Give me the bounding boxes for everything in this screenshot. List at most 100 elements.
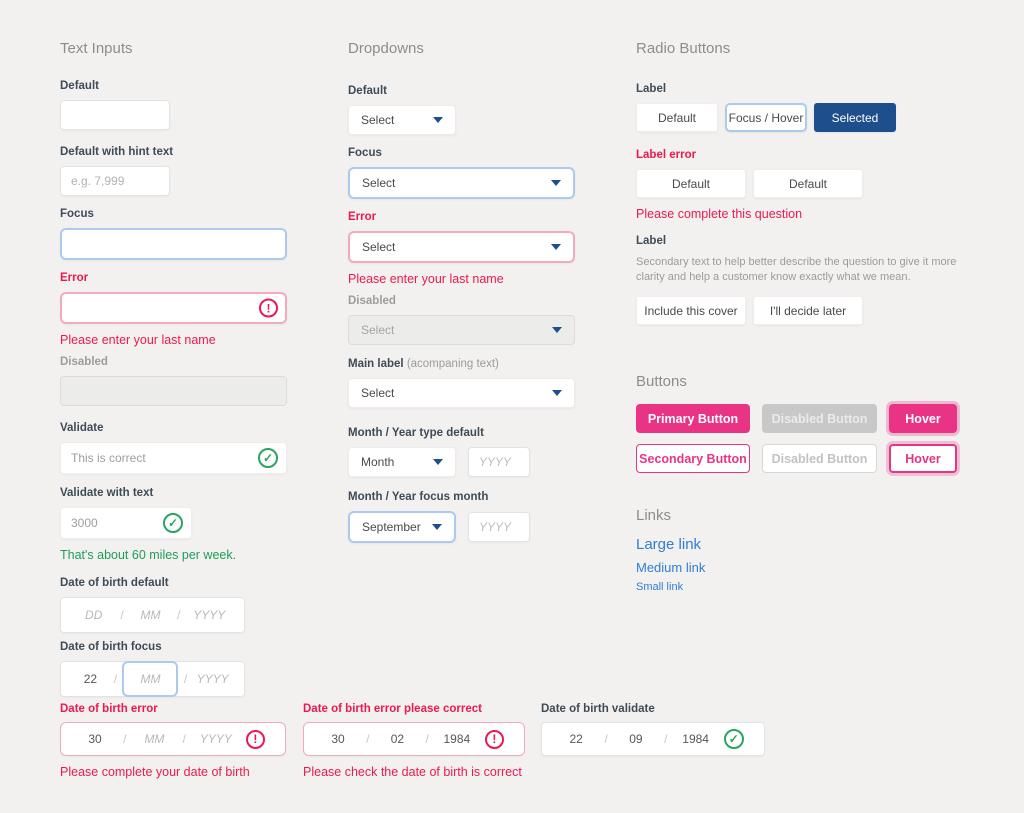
radio-option[interactable]: Default bbox=[753, 169, 863, 198]
dob-day-input[interactable]: DD bbox=[85, 608, 103, 622]
radio-group-default: Label Default Focus / Hover Selected bbox=[636, 83, 976, 132]
field-group-hint: Default with hint text bbox=[60, 146, 300, 196]
radio-option-default[interactable]: Default bbox=[636, 103, 718, 132]
text-input-focus[interactable] bbox=[60, 228, 287, 260]
text-input-hint[interactable] bbox=[60, 166, 170, 196]
field-label: Date of birth validate bbox=[541, 703, 655, 715]
radio-option-decide-later[interactable]: I'll decide later bbox=[753, 296, 863, 325]
radio-option-selected[interactable]: Selected bbox=[814, 103, 896, 132]
dob-year-input[interactable]: 1984 bbox=[682, 732, 709, 746]
radio-option-include-cover[interactable]: Include this cover bbox=[636, 296, 746, 325]
dob-day-input[interactable]: 30 bbox=[331, 732, 345, 746]
text-input-validate[interactable] bbox=[60, 442, 287, 474]
dob-separator: / bbox=[366, 732, 370, 746]
secondary-button[interactable]: Secondary Button bbox=[636, 444, 750, 473]
dob-day-input[interactable]: 30 bbox=[88, 732, 102, 746]
field-label: Focus bbox=[60, 208, 94, 220]
error-message: Please complete your date of birth bbox=[60, 765, 250, 779]
large-link[interactable]: Large link bbox=[636, 536, 702, 553]
dob-error-group: Date of birth error 30 / MM / YYYY Pleas… bbox=[60, 703, 286, 779]
dob-input-focus: 22 / MM / YYYY bbox=[60, 661, 245, 697]
text-input-default[interactable] bbox=[60, 100, 170, 130]
dob-separator: / bbox=[123, 732, 127, 746]
error-message: Please complete this question bbox=[636, 207, 803, 221]
field-label-error: Date of birth error please correct bbox=[303, 703, 482, 715]
main-label-text: Main label bbox=[348, 358, 404, 370]
month-year-focus-group: Month / Year focus month September bbox=[348, 491, 588, 543]
dob-separator: / bbox=[120, 608, 124, 622]
month-dropdown[interactable]: Month bbox=[348, 447, 456, 477]
field-label: Default bbox=[60, 80, 99, 92]
dob-month-input[interactable]: 02 bbox=[390, 732, 405, 746]
field-group-validate-text: Validate with text That's about 60 miles… bbox=[60, 487, 300, 562]
dob-input-error: 30 / MM / YYYY bbox=[60, 722, 286, 756]
radio-group-secondary: Label Secondary text to help better desc… bbox=[636, 235, 976, 325]
field-group-dob-default: Date of birth default DD / MM / YYYY bbox=[60, 577, 300, 633]
section-title-dropdowns: Dropdowns bbox=[348, 40, 424, 57]
dob-separator: / bbox=[183, 672, 188, 686]
error-icon bbox=[259, 298, 278, 318]
dropdown-group-default: Default Select bbox=[348, 85, 588, 135]
field-label: Date of birth focus bbox=[60, 641, 162, 653]
dob-year-input[interactable]: YYYY bbox=[193, 608, 226, 622]
dob-year-input[interactable]: 1984 bbox=[443, 732, 471, 746]
dropdown-main[interactable]: Select bbox=[348, 378, 575, 408]
dob-validate-group: Date of birth validate 22 / 09 / 1984 bbox=[541, 703, 765, 756]
text-input-disabled bbox=[60, 376, 287, 406]
month-dropdown-focused[interactable]: September bbox=[348, 511, 456, 543]
dropdown-disabled: Select bbox=[348, 315, 575, 345]
primary-hover-button[interactable]: Hover bbox=[889, 404, 957, 433]
field-label: Validate with text bbox=[60, 487, 154, 499]
dropdown-focus[interactable]: Select bbox=[348, 167, 575, 199]
text-input-error[interactable] bbox=[60, 292, 287, 324]
field-label: Date of birth default bbox=[60, 577, 169, 589]
dropdown-group-main-label: Main label (acompaning text) Select bbox=[348, 358, 588, 408]
error-message: Please enter your last name bbox=[60, 333, 216, 347]
primary-button[interactable]: Primary Button bbox=[636, 404, 750, 433]
dob-separator: / bbox=[177, 608, 181, 622]
dob-error-correct-group: Date of birth error please correct 30 / … bbox=[303, 703, 525, 779]
year-input[interactable] bbox=[468, 512, 530, 542]
dob-day-input[interactable]: 22 bbox=[569, 732, 583, 746]
field-label-error: Error bbox=[60, 272, 89, 284]
year-input[interactable] bbox=[468, 447, 530, 477]
dropdown-default[interactable]: Select bbox=[348, 105, 456, 135]
dropdown-value: Select bbox=[361, 113, 395, 127]
dob-day-input[interactable]: 22 bbox=[83, 672, 98, 686]
dob-year-input[interactable]: YYYY bbox=[199, 732, 232, 746]
radio-option[interactable]: Default bbox=[636, 169, 746, 198]
dob-input-default: DD / MM / YYYY bbox=[60, 597, 245, 633]
dob-year-input[interactable]: YYYY bbox=[196, 672, 229, 686]
radio-buttons-section: Radio Buttons Label Default Focus / Hove… bbox=[636, 40, 976, 594]
dob-month-input[interactable]: MM bbox=[144, 732, 165, 746]
medium-link[interactable]: Medium link bbox=[636, 560, 706, 575]
dob-month-input[interactable]: MM bbox=[140, 608, 161, 622]
validate-message: That's about 60 miles per week. bbox=[60, 548, 237, 562]
field-label: Default bbox=[348, 85, 387, 97]
secondary-helper-text: Secondary text to help better describe t… bbox=[636, 256, 957, 283]
chevron-down-icon bbox=[433, 459, 443, 465]
section-title-buttons: Buttons bbox=[636, 373, 687, 390]
check-icon bbox=[163, 513, 183, 533]
field-group-disabled: Disabled bbox=[60, 356, 300, 406]
dropdown-value: Select bbox=[362, 240, 396, 254]
dob-month-input-focused[interactable]: MM bbox=[122, 661, 179, 697]
section-title-links: Links bbox=[636, 507, 672, 524]
radio-option-focus-hover[interactable]: Focus / Hover bbox=[725, 103, 807, 132]
error-message: Please enter your last name bbox=[348, 272, 504, 286]
section-title-text-inputs: Text Inputs bbox=[60, 40, 133, 57]
main-label-note: (acompaning text) bbox=[406, 358, 499, 370]
dropdown-value: Select bbox=[361, 323, 395, 337]
field-label: Focus bbox=[348, 147, 382, 159]
field-group-default: Default bbox=[60, 80, 300, 130]
error-icon bbox=[484, 729, 504, 749]
field-label-error: Label error bbox=[636, 149, 697, 161]
check-icon bbox=[723, 729, 744, 749]
dropdown-group-focus: Focus Select bbox=[348, 147, 588, 199]
dropdown-error[interactable]: Select bbox=[348, 231, 575, 263]
dob-month-input[interactable]: 09 bbox=[629, 732, 643, 746]
small-link[interactable]: Small link bbox=[636, 581, 684, 593]
field-group-dob-focus: Date of birth focus 22 / MM / YYYY bbox=[60, 641, 300, 697]
secondary-hover-button[interactable]: Hover bbox=[889, 444, 957, 473]
